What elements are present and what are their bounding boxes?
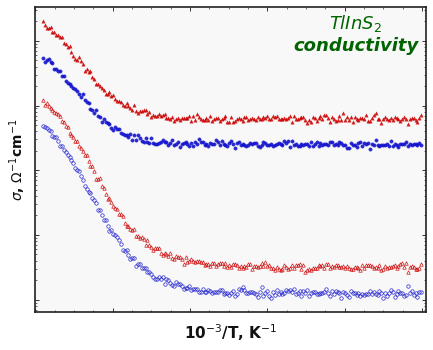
- X-axis label: 10$^{-3}$/T, K$^{-1}$: 10$^{-3}$/T, K$^{-1}$: [184, 322, 277, 343]
- Y-axis label: $\sigma$, $\Omega^{-1}$cm$^{-1}$: $\sigma$, $\Omega^{-1}$cm$^{-1}$: [7, 118, 28, 201]
- Text: $TlInS_2$
conductivity: $TlInS_2$ conductivity: [293, 13, 418, 55]
